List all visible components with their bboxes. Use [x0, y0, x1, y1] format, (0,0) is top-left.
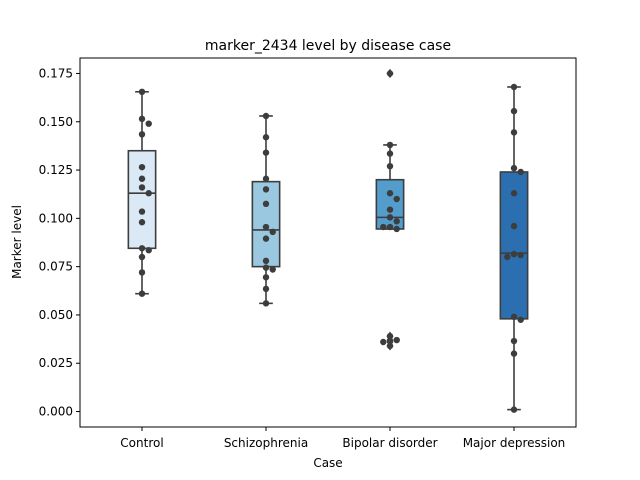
data-point — [517, 168, 524, 176]
x-tick-label: Control — [120, 436, 163, 450]
data-point — [386, 141, 394, 149]
data-point — [393, 218, 400, 225]
data-point — [138, 88, 146, 96]
data-point — [510, 164, 518, 172]
data-point — [510, 83, 518, 91]
y-axis: 0.000 0.025 0.050 0.075 0.100 0.125 0.150 0.175 — [39, 66, 80, 419]
data-point — [386, 214, 394, 221]
data-point — [138, 208, 146, 215]
data-point — [380, 338, 387, 346]
data-point — [138, 184, 146, 191]
data-point — [138, 269, 146, 276]
data-point — [138, 175, 146, 182]
x-tick-label: Bipolar disorder — [342, 436, 437, 450]
y-tick-label: 0.100 — [39, 211, 73, 225]
data-point — [262, 223, 270, 231]
data-point — [138, 245, 146, 252]
data-point — [262, 112, 270, 120]
data-point — [269, 266, 276, 273]
data-point — [386, 223, 394, 231]
data-point — [262, 235, 270, 242]
data-point — [145, 247, 152, 254]
data-point — [138, 163, 146, 171]
data-point — [510, 250, 518, 258]
data-point — [138, 253, 146, 261]
box-series — [127, 68, 529, 411]
data-point — [510, 313, 518, 321]
data-point — [262, 257, 270, 265]
y-tick-label: 0.175 — [39, 66, 73, 80]
data-point — [145, 190, 152, 197]
y-tick-label: 0.025 — [39, 356, 73, 370]
point-series — [138, 70, 524, 413]
data-point — [393, 336, 400, 344]
data-point — [145, 120, 152, 127]
data-point — [262, 200, 270, 208]
data-point — [138, 115, 146, 123]
data-point — [386, 70, 394, 77]
data-point — [386, 162, 394, 170]
data-point — [380, 223, 387, 231]
data-point — [262, 149, 270, 156]
data-point — [386, 190, 394, 197]
data-point — [262, 285, 270, 293]
data-point — [262, 186, 270, 193]
chart-title: marker_2434 level by disease case — [205, 38, 451, 54]
data-point — [262, 300, 270, 307]
data-point — [386, 206, 394, 213]
data-point — [269, 228, 276, 236]
x-tick-label: Major depression — [463, 436, 566, 450]
data-point — [504, 253, 511, 261]
y-tick-label: 0.150 — [39, 115, 73, 129]
data-point — [386, 332, 394, 340]
data-point — [510, 406, 518, 413]
data-point — [517, 251, 524, 259]
data-point — [517, 316, 524, 323]
data-point — [510, 190, 518, 197]
x-tick-label: Schizophrenia — [224, 436, 308, 450]
data-point — [138, 219, 146, 226]
data-point — [138, 290, 146, 297]
data-point — [262, 134, 270, 141]
data-point — [386, 150, 394, 157]
y-tick-label: 0.075 — [39, 260, 73, 274]
data-point — [510, 337, 518, 345]
data-point — [393, 225, 400, 233]
y-axis-label: Marker level — [10, 205, 24, 279]
data-point — [510, 222, 518, 230]
box-4 — [499, 86, 529, 411]
data-point — [386, 342, 394, 350]
data-point — [393, 195, 400, 203]
y-tick-label: 0.000 — [39, 405, 73, 419]
x-axis-label: Case — [313, 456, 342, 470]
data-point — [510, 107, 518, 115]
data-point — [262, 264, 270, 271]
data-point — [138, 131, 146, 138]
y-tick-label: 0.125 — [39, 163, 73, 177]
data-point — [510, 350, 518, 357]
x-axis: Control Schizophrenia Bipolar disorder Majo… — [120, 427, 565, 450]
data-point — [510, 129, 518, 136]
data-point — [262, 274, 270, 281]
y-tick-label: 0.050 — [39, 308, 73, 322]
data-point — [262, 175, 270, 182]
box-body — [499, 171, 529, 320]
plot-area — [79, 57, 577, 428]
